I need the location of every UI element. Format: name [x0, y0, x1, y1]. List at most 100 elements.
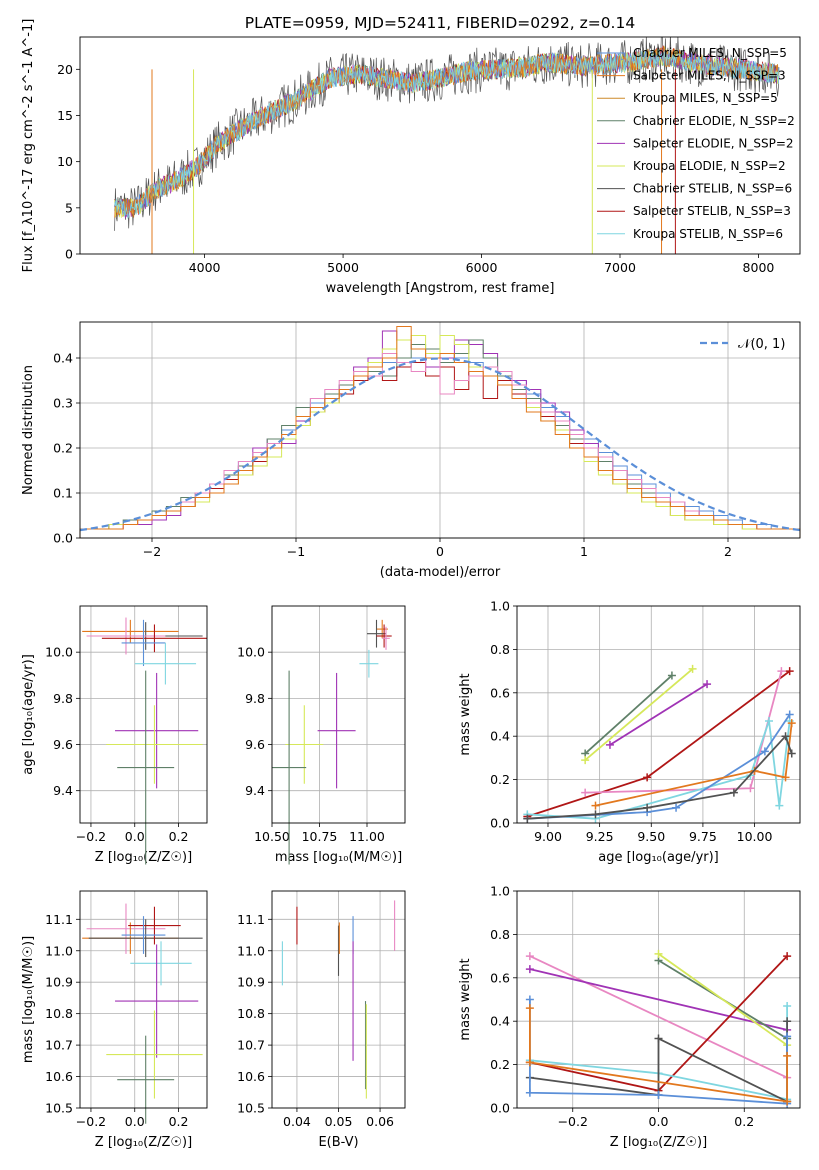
- x-tick-label: 10.00: [737, 829, 773, 844]
- spectrum-legend: Chabrier MILES, N_SSP=5 Salpeter MILES, N…: [597, 46, 795, 241]
- weight-marker: [746, 784, 755, 793]
- x-axis-label: E(B-V): [318, 1135, 358, 1150]
- weight-line-chab_elodie: [584, 674, 673, 755]
- errorbar-point: [121, 619, 166, 667]
- x-axis-label: (data-model)/error: [380, 565, 501, 580]
- chart-title: PLATE=0959, MJD=52411, FIBERID=0292, z=0…: [245, 14, 635, 32]
- errorbar-point: [130, 941, 192, 986]
- weight-marker: [785, 710, 794, 719]
- x-tick-label: 9.00: [534, 829, 562, 844]
- x-tick-label: 0.04: [283, 1114, 311, 1129]
- axes-frame: [271, 890, 406, 1109]
- y-axis-label: Normed distribution: [21, 365, 36, 495]
- errorbar-point: [106, 705, 203, 784]
- y-tick-label: 0.6: [490, 970, 510, 985]
- errorbar-point: [101, 624, 207, 653]
- weight-marker: [729, 788, 738, 797]
- y-tick-label: 20: [57, 62, 73, 77]
- axes-frame: [79, 605, 208, 824]
- y-tick-label: 5: [65, 200, 73, 215]
- y-tick-label: 0.2: [53, 441, 73, 456]
- y-tick-label: 0.2: [490, 1057, 510, 1072]
- y-tick-label: 10.5: [237, 1101, 265, 1116]
- weight-line-pink: [585, 670, 783, 794]
- axes-frame: [79, 36, 801, 255]
- errorbar-point: [285, 705, 324, 784]
- x-tick-label: −0.2: [76, 1114, 106, 1129]
- y-tick-label: 10: [57, 154, 73, 169]
- weight-marker: [760, 747, 769, 756]
- y-tick-label: 10.5: [45, 1101, 73, 1116]
- weight-line-pink: [529, 955, 788, 1079]
- weight-marker: [654, 949, 663, 958]
- axes-frame: [516, 890, 801, 1109]
- x-tick-label: 5000: [327, 260, 359, 275]
- y-tick-label: 10.6: [237, 1069, 265, 1084]
- x-tick-label: 6000: [466, 260, 498, 275]
- weight-marker: [525, 1004, 534, 1013]
- weight-marker: [775, 801, 784, 810]
- weight-marker: [525, 1058, 534, 1067]
- x-axis-label: mass [log₁₀(M/M☉)]: [275, 850, 402, 865]
- errorbar-point: [134, 642, 197, 685]
- legend-label: Chabrier ELODIE, N_SSP=2: [633, 114, 795, 128]
- weight-marker: [703, 680, 712, 689]
- weight-marker: [643, 803, 652, 812]
- legend-label: Kroupa ELODIE, N_SSP=2: [633, 159, 786, 173]
- axes-frame: [516, 605, 801, 824]
- errorbar-point: [88, 919, 203, 958]
- weight-marker: [781, 732, 790, 741]
- x-tick-label: 0.05: [325, 1114, 353, 1129]
- weight-marker: [525, 952, 534, 961]
- errorbar-point: [117, 670, 175, 865]
- x-axis-label: Z [log₁₀(Z/Z☉)]: [610, 1135, 707, 1150]
- weight-marker: [777, 667, 786, 676]
- y-tick-label: 11.0: [237, 943, 265, 958]
- weight-marker: [783, 952, 792, 961]
- age_vs_Z-axes: −0.2 0.0 0.2 9.4 9.6 9.8 10.0 Z [log₁₀(Z/Z☉)] ag…: [21, 606, 207, 865]
- y-tick-label: 0.3: [53, 396, 73, 411]
- errorbar-point: [121, 916, 166, 954]
- spectrum-line-salp_miles: [114, 45, 780, 218]
- x-tick-label: 10.50: [254, 829, 290, 844]
- y-tick-label: 10.6: [45, 1069, 73, 1084]
- x-tick-label: 0.2: [734, 1114, 754, 1129]
- legend-label: Salpeter ELODIE, N_SSP=2: [633, 136, 794, 150]
- residuals-axes: −2 −1 0 1 2 0.0 0.1 0.2 0.3 0.4 (data-model)/error…: [21, 322, 800, 580]
- weight-marker: [591, 810, 600, 819]
- x-tick-label: 9.75: [689, 829, 717, 844]
- y-tick-label: 11.0: [45, 943, 73, 958]
- errorbar-point: [359, 649, 379, 678]
- x-tick-label: 0.0: [125, 829, 145, 844]
- errorbar-point: [115, 672, 199, 789]
- y-tick-label: 15: [57, 108, 73, 123]
- x-tick-label: −2: [143, 544, 161, 559]
- errorbar-point: [382, 626, 390, 650]
- y-tick-label: 0.0: [53, 531, 73, 546]
- weight-marker: [654, 1090, 663, 1099]
- y-axis-label: mass weight: [458, 958, 473, 1040]
- weight-marker: [781, 773, 790, 782]
- y-tick-label: 9.4: [245, 783, 265, 798]
- errorbar-point: [117, 1035, 175, 1124]
- weight-marker: [672, 803, 681, 812]
- y-tick-label: 9.6: [245, 737, 265, 752]
- weight-marker: [591, 801, 600, 810]
- weight-line-krou_elodie: [584, 668, 694, 761]
- x-tick-label: 2: [724, 544, 732, 559]
- x-tick-label: −1: [287, 544, 305, 559]
- x-tick-label: 10.75: [302, 829, 338, 844]
- errorbar-point: [367, 619, 386, 648]
- weight-marker: [765, 717, 774, 726]
- y-tick-label: 0.4: [490, 729, 510, 744]
- errorbar-point: [82, 619, 179, 643]
- x-tick-label: 0.06: [366, 1114, 394, 1129]
- y-tick-label: 9.4: [53, 783, 73, 798]
- errorbar-point: [128, 906, 181, 945]
- y-tick-label: 0.8: [490, 927, 510, 942]
- x-tick-label: −0.2: [76, 829, 106, 844]
- errorbar-point: [272, 670, 307, 865]
- errorbar-point: [86, 903, 166, 954]
- legend-label: 𝒩(0, 1): [738, 337, 785, 352]
